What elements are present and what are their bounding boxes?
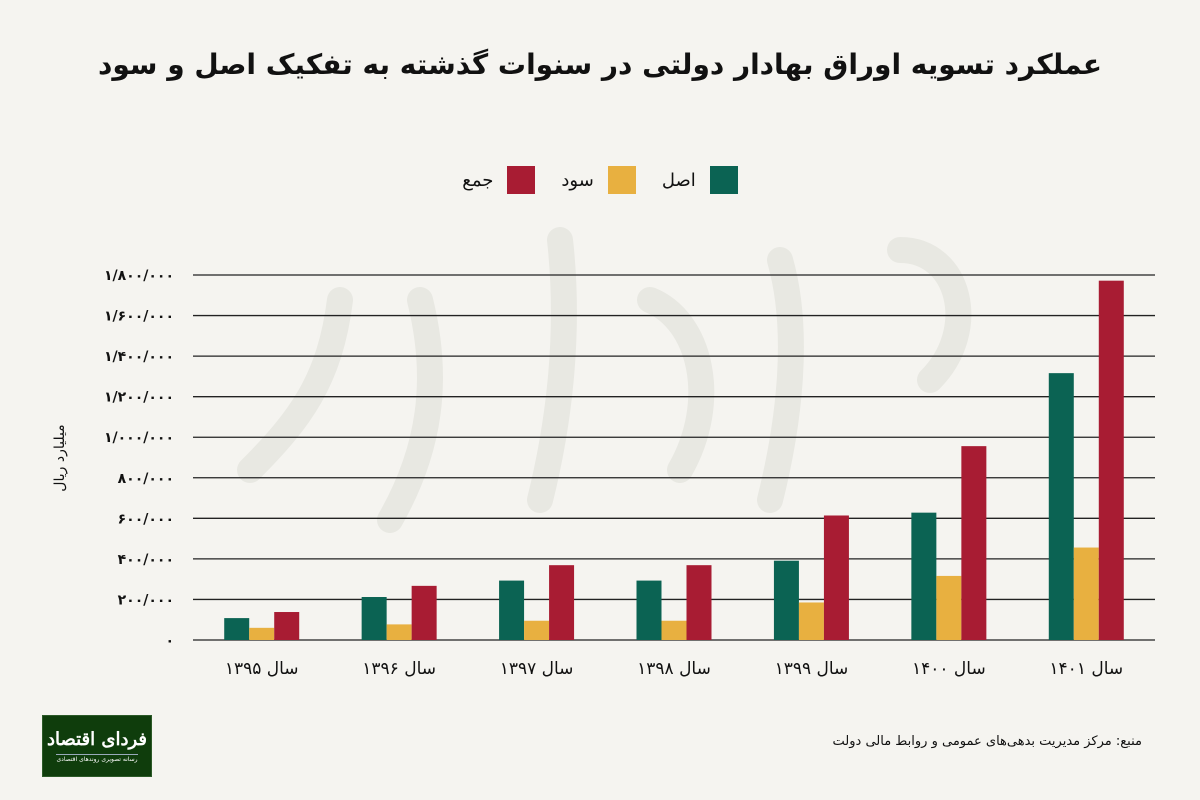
legend-item: اصل	[662, 166, 738, 194]
legend-swatch	[607, 166, 636, 194]
bar-0-6	[1048, 373, 1074, 640]
bar-1-0	[249, 627, 275, 640]
bar-1-3	[661, 620, 687, 640]
bar-2-4	[823, 515, 849, 640]
bar-1-6	[1073, 547, 1099, 640]
y-tick-label: ۱/۶۰۰/۰۰۰	[104, 309, 174, 325]
legend-swatch	[709, 166, 738, 194]
x-tick-label: سال ۱۳۹۷	[500, 659, 574, 679]
x-tick-label: سال ۱۴۰۱	[1049, 659, 1123, 679]
bar-2-1	[411, 585, 437, 640]
bar-1-4	[798, 602, 824, 640]
y-tick-label: ۱/۰۰۰/۰۰۰	[104, 430, 174, 446]
logo: فردای اقتصاد رسانه تصویری روندهای اقتصاد…	[42, 715, 152, 777]
bar-2-2	[549, 565, 575, 640]
bar-0-3	[636, 580, 662, 640]
bar-0-0	[224, 618, 250, 640]
legend-item: سود	[561, 166, 636, 194]
legend-label: جمع	[462, 169, 494, 191]
x-tick-label: سال ۱۳۹۵	[225, 659, 299, 679]
y-tick-label: ۱/۸۰۰/۰۰۰	[104, 268, 174, 284]
bar-2-6	[1098, 280, 1124, 640]
bar-1-1	[386, 624, 412, 640]
bar-0-5	[911, 512, 937, 640]
chart-title: عملکرد تسویه اوراق بهادار دولتی در سنوات…	[97, 48, 1103, 81]
x-tick-label: سال ۱۳۹۸	[637, 659, 711, 679]
source-note: منبع: مرکز مدیریت بدهی‌های عمومی و روابط…	[832, 734, 1142, 749]
x-tick-label: سال ۱۳۹۶	[362, 659, 436, 679]
bar-1-5	[936, 575, 962, 640]
y-tick-label: ۱/۲۰۰/۰۰۰	[104, 390, 174, 406]
logo-title: فردای اقتصاد	[46, 729, 148, 750]
y-tick-label: ۱/۴۰۰/۰۰۰	[104, 349, 174, 365]
bar-0-2	[499, 580, 525, 640]
y-tick-label: ۰	[165, 633, 174, 649]
legend-swatch	[507, 166, 536, 194]
bar-0-4	[773, 560, 799, 640]
legend: اصل سود جمع	[0, 166, 1200, 194]
bar-2-5	[961, 446, 987, 640]
bar-2-0	[274, 612, 300, 640]
bar-0-1	[361, 597, 387, 640]
x-tick-label: سال ۱۴۰۰	[912, 659, 986, 679]
legend-label: اصل	[661, 169, 696, 191]
y-tick-label: ۸۰۰/۰۰۰	[118, 471, 174, 487]
y-tick-label: ۶۰۰/۰۰۰	[118, 511, 174, 527]
bar-2-3	[686, 565, 712, 640]
legend-label: سود	[561, 169, 594, 191]
bar-1-2	[524, 620, 550, 640]
y-tick-label: ۴۰۰/۰۰۰	[118, 552, 174, 568]
x-tick-label: سال ۱۳۹۹	[775, 659, 849, 679]
legend-item: جمع	[462, 166, 536, 194]
logo-subtitle: رسانه تصویری روندهای اقتصادی	[56, 754, 138, 763]
y-tick-label: ۲۰۰/۰۰۰	[118, 592, 174, 608]
